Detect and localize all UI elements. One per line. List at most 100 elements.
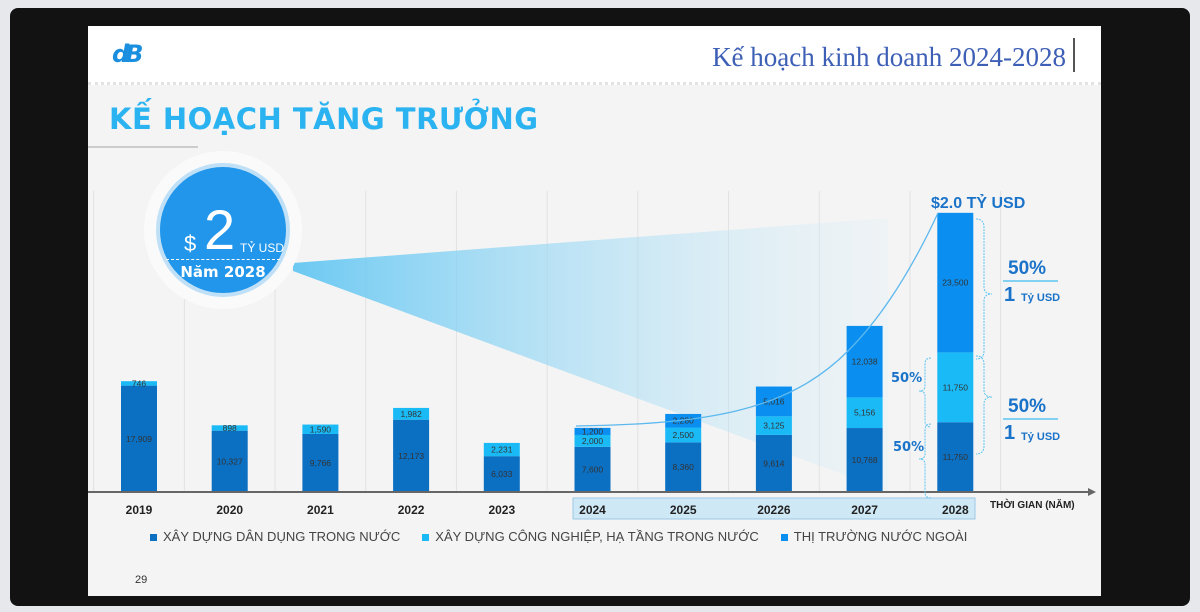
bar-segment (937, 212, 974, 353)
bar-segment (846, 325, 883, 398)
callout-unit: TỶ USD (240, 241, 285, 255)
value-label: 1,590 (310, 424, 332, 434)
callout-separator (166, 259, 280, 260)
company-logo: dB (112, 40, 144, 68)
x-axis-arrow (1088, 488, 1096, 496)
bar-segment (846, 397, 883, 429)
legend-swatch (422, 534, 430, 542)
bar-segment (574, 446, 611, 492)
value-label: 8,360 (673, 462, 695, 472)
bar-segment (665, 442, 702, 492)
bar-segment (755, 434, 792, 492)
value-label: 1,982 (400, 409, 422, 419)
value-label: 11,750 (943, 452, 969, 462)
legend-item: XÂY DỰNG CÔNG NGHIỆP, HẠ TẦNG TRONG NƯỚC (422, 529, 759, 544)
value-label: 6,033 (491, 469, 513, 479)
legend-item: THỊ TRƯỜNG NƯỚC NGOÀI (780, 529, 968, 544)
bar-segment (121, 385, 157, 492)
document-title: Kế hoạch kinh doanh 2024-2028 (712, 42, 1066, 72)
right-top-pct: 50% (1008, 258, 1047, 279)
page-number: 29 (135, 574, 148, 586)
right-top-value: 1 (1004, 284, 1016, 306)
x-tick-label: 2021 (307, 503, 334, 517)
legend-label: THỊ TRƯỜNG NƯỚC NGOÀI (793, 529, 968, 544)
value-label: 12,038 (852, 357, 878, 367)
slide: dB Kế hoạch kinh doanh 2024-2028 KẾ HOẠC… (88, 26, 1101, 596)
callout-amount: 2 (204, 198, 236, 261)
value-label: 9,766 (310, 458, 332, 468)
legend-item: XÂY DỰNG DÂN DỤNG TRONG NƯỚC (150, 529, 400, 544)
x-tick-label: 2027 (851, 503, 878, 517)
pct-label-industrial: 50% (891, 371, 923, 386)
value-label: 898 (223, 423, 237, 433)
forecast-band (572, 497, 976, 520)
legend-label: XÂY DỰNG CÔNG NGHIỆP, HẠ TẦNG TRONG NƯỚC (435, 529, 759, 544)
target-callout: $ 2 TỶ USD Năm 2028 (156, 163, 290, 297)
slide-header: dB Kế hoạch kinh doanh 2024-2028 (88, 26, 1101, 85)
bar-segment (665, 413, 702, 428)
slide-title: KẾ HOẠCH TĂNG TRƯỞNG (109, 102, 539, 136)
callout-currency: $ (184, 231, 197, 256)
x-tick-label: 2028 (942, 503, 969, 517)
right-bottom-unit: Tỷ USD (1021, 431, 1061, 443)
value-label: 3,125 (763, 421, 785, 431)
value-label: 5,156 (854, 408, 876, 418)
legend-swatch (150, 534, 157, 542)
x-tick-label: 2022 (398, 503, 425, 517)
bar-segment (665, 427, 702, 443)
x-tick-label: 2023 (488, 503, 515, 517)
value-label: 17,909 (126, 434, 152, 444)
legend-label: XÂY DỰNG DÂN DỤNG TRONG NƯỚC (163, 529, 401, 544)
value-label: 2,000 (582, 436, 604, 446)
value-label: 7,600 (582, 464, 604, 474)
bar-segment (937, 352, 974, 423)
bar-segment (393, 407, 430, 420)
bar-segment (483, 442, 520, 457)
bar-segment (121, 381, 157, 386)
bar-segment (483, 456, 520, 492)
x-tick-label: 2025 (670, 503, 697, 517)
x-tick-label: 2024 (579, 503, 606, 517)
bar-segment (211, 425, 248, 431)
x-tick-label: 2019 (126, 503, 153, 517)
bar-segment (846, 428, 883, 492)
stacked-bar-chart: 17,909 746 10,327 898 9,766 1,590 12,173 1,982 6… (88, 191, 1096, 520)
value-label: 12,173 (398, 451, 424, 461)
callout-cone (293, 218, 888, 491)
title-underline (88, 146, 198, 148)
bar-segment (393, 419, 430, 492)
braces (918, 218, 993, 499)
total-2028-label: $2.0 TỶ USD (931, 193, 1025, 212)
value-label: 5,016 (763, 396, 785, 406)
bar-segment (937, 422, 974, 492)
growth-curve (575, 212, 939, 427)
value-label: 9,614 (763, 458, 785, 468)
value-label: 11,750 (943, 382, 969, 392)
x-axis-label: THỜI GIAN (NĂM) (990, 498, 1075, 511)
chart-legend: XÂY DỰNG DÂN DỤNG TRONG NƯỚC XÂY DỰNG CÔ… (150, 529, 967, 544)
right-bottom-pct: 50% (1008, 396, 1047, 417)
value-label: 2,231 (491, 445, 513, 455)
value-label: 10,327 (217, 456, 243, 466)
bar-segment (574, 434, 611, 447)
right-bottom-value: 1 (1004, 422, 1016, 444)
value-label: 10,768 (852, 455, 878, 465)
bar-segment (574, 427, 611, 435)
bar-segment (211, 430, 248, 492)
value-label: 1,200 (582, 426, 604, 436)
x-tick-label: 20226 (757, 503, 791, 517)
bar-segment (302, 424, 339, 434)
pct-label-civil: 50% (893, 440, 925, 455)
value-label: 2,280 (673, 416, 695, 426)
bar-segment (755, 386, 792, 417)
legend-swatch (780, 534, 788, 542)
right-top-unit: Tỷ USD (1021, 292, 1061, 304)
callout-year: Năm 2028 (180, 263, 266, 281)
bar-segment (302, 433, 339, 492)
bar-segment (755, 416, 792, 435)
value-label: 746 (132, 378, 146, 388)
value-label: 2,500 (673, 430, 695, 440)
x-tick-label: 2020 (216, 503, 243, 517)
header-divider (1073, 38, 1075, 72)
value-label: 23,500 (942, 278, 968, 288)
